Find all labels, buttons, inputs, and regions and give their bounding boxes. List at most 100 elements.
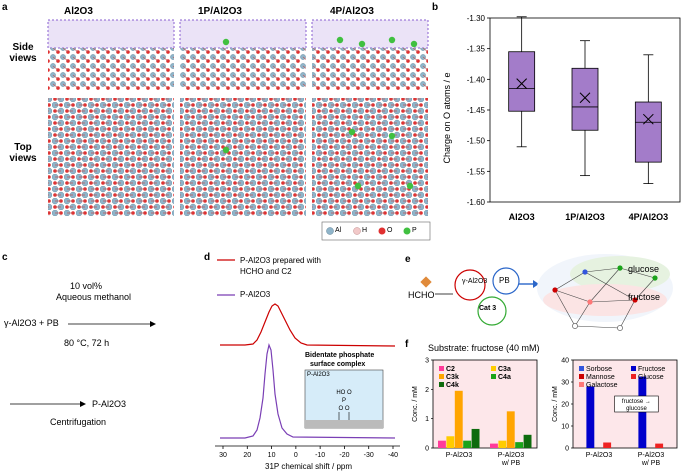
legend-label: Mannose [586,374,615,381]
y-tick-label: 2 [425,387,429,394]
bar [498,440,507,448]
pb-circle [492,267,520,295]
reagent-text: γ-Al2O3 + PB [4,318,59,328]
atom-legend-box [321,221,431,241]
bar [515,442,524,448]
hcho-diamond-icon [420,276,432,288]
x-category-label: 4P/Al2O3 [629,212,669,222]
reaction-arrows [10,321,156,407]
legend-swatch [439,382,444,387]
top-view-4p [312,98,428,216]
annotation-line1: fructose → [622,399,651,405]
cat3-label: Cat 3 [479,305,497,312]
annotation-line2: glucose [626,406,647,412]
pb-label: PB [499,276,510,285]
panel-label-b: b [432,2,439,13]
group-label-suffix: w/ PB [501,460,521,467]
bar [655,443,664,448]
y-tick-label: 3 [425,358,429,365]
h-icon [353,227,361,235]
legend-h: H [362,227,368,234]
legend-label: Galactose [586,382,618,389]
condition-3: 80 °C, 72 h [64,338,110,348]
fructose-label: fructose [628,292,661,302]
box [571,67,599,131]
y-tick-label: 1 [425,416,429,423]
al-icon [326,227,334,235]
step-centrifugation: Centrifugation [50,417,107,427]
x-tick-label: 20 [243,452,251,459]
inset-title-2: surface complex [310,361,366,368]
legend-swatch [491,374,496,379]
bar [471,428,480,448]
svg-text:O O: O O [338,406,349,412]
bar [603,442,612,448]
inset-title-1: Bidentate phosphate [305,352,375,359]
nmr-spectra: HO O P O O 30 20 10 0 -10 -20 -30 -40 [215,259,400,459]
product-text: P-Al2O3 [92,399,127,409]
y-tick-label: 30 [561,380,569,387]
bar [454,390,463,448]
row-label-top: Top views [9,142,37,164]
x-tick-label: 30 [219,452,227,459]
side-view-1p [179,19,307,90]
y-tick-label: -1.35 [467,45,486,54]
svg-text:P: P [342,398,346,404]
legend-purple: P-Al2O3 [240,290,271,299]
panel-label-c: c [2,252,8,263]
y-tick-label: -1.30 [467,14,486,23]
panel-label-d: d [204,252,211,263]
o-icon [378,227,386,235]
box [508,51,536,112]
arrow-head-icon [150,321,156,327]
panel-label-a: a [2,2,8,13]
y-tick-label: 40 [561,358,569,365]
x-tick-label: 0 [294,452,298,459]
structure-images [47,19,431,241]
legend-swatch [579,382,584,387]
inset-label: P-Al2O3 [307,372,330,378]
mean-marker [642,113,654,125]
spectrum-red [220,303,396,347]
legend-p: P [412,227,417,234]
bar [438,440,446,448]
legend-red-1: P-Al2O3 prepared with [240,256,321,265]
y-tick-label: -1.40 [467,75,486,84]
legend-swatch [491,366,496,371]
x-axis-label-d: 31P chemical shift / ppm [265,462,353,471]
catalyst-label: γ-Al2O3 [462,278,488,285]
legend-label: C3k [446,374,459,381]
catalyst-circle [454,269,486,301]
y-tick-label: -1.45 [467,106,486,115]
legend-label: C4k [446,382,459,389]
column-title-4p: 4P/Al2O3 [330,6,374,17]
bar [523,434,532,448]
y-tick-label: 20 [561,402,569,409]
y-axis-label: Conc. / mM [552,386,559,422]
x-tick-label: 10 [268,452,276,459]
group-label: P-Al2O3 [638,452,665,459]
group-label: P-Al2O3 [586,452,613,459]
x-category-label: Al2O3 [509,212,535,222]
group-label: P-Al2O3 [498,452,525,459]
arrow-head-icon [80,401,86,407]
bar [506,411,515,448]
legend-swatch [579,374,584,379]
bar [586,386,595,448]
y-tick-label: -1.60 [467,198,486,207]
legend-label: Fructose [638,366,665,373]
svg-text:HO O: HO O [336,390,352,396]
hcho-label: HCHO [408,290,435,300]
legend-swatch [439,374,444,379]
x-tick-label: -30 [364,452,374,459]
panel-label-e: e [405,254,411,265]
legend-swatch [439,366,444,371]
condition-1: 10 vol% [70,281,103,291]
annotation-box [614,395,659,413]
box-plot: Charge on O atoms / e -1.30 -1.35 -1.40 -1.… [442,14,681,222]
glucose-label: glucose [628,264,660,274]
bar [446,436,455,448]
condition-2: Aqueous methanol [56,292,132,302]
plot-frame [432,359,538,449]
